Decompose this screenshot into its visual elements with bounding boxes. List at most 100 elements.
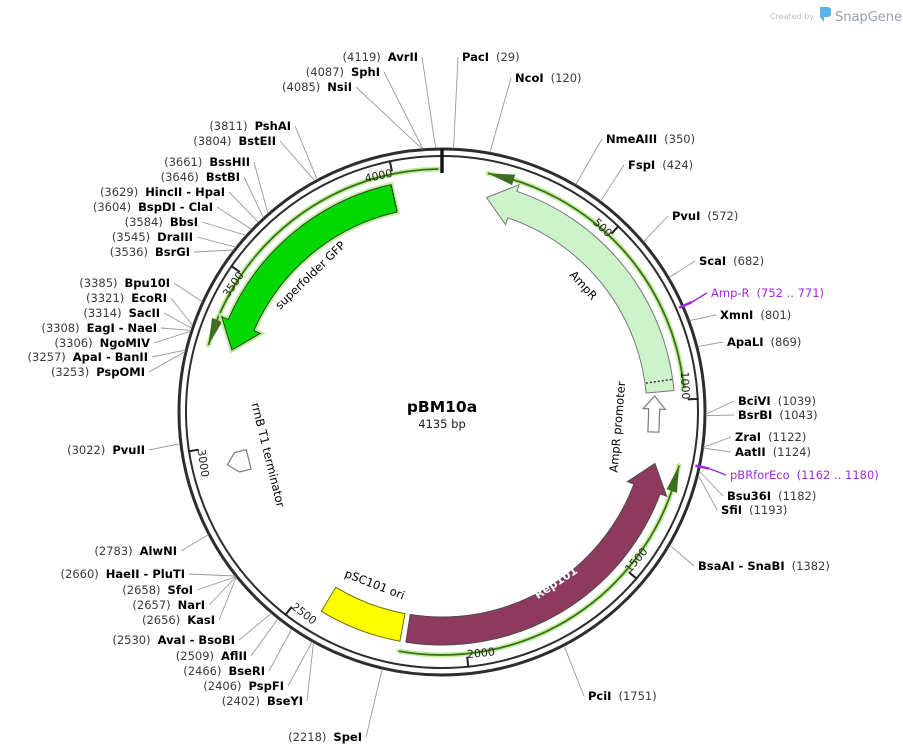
site-label-BseYI: (2402) BseYI (222, 694, 303, 708)
site-label-PvuII: (3022) PvuII (67, 443, 145, 457)
site-label-AvaI - BsoBI: (2530) AvaI - BsoBI (112, 633, 235, 647)
callout-line-AvrII (421, 56, 437, 149)
scale-tick-label: 1000 (678, 371, 692, 400)
scale-tick-label: 2000 (466, 645, 495, 661)
callout-line-ApaI - BanII (151, 349, 186, 358)
callout-line-EagI - NaeI (160, 327, 191, 331)
plasmid-center-label: pBM10a 4135 bp (407, 398, 477, 431)
promoter-symbol (641, 395, 667, 433)
orf-arrowhead (208, 317, 223, 345)
callout-line-BciVI (705, 400, 735, 415)
primer-label-pBRforEco: pBRforEco (1162 .. 1180) (730, 468, 879, 482)
site-label-BciVI: BciVI (1039) (738, 394, 816, 408)
site-label-AlwNI: (2783) AlwNI (94, 544, 177, 558)
site-label-PacI: PacI (29) (462, 50, 520, 64)
callout-line-NarI (208, 576, 237, 606)
callout-line-ScaI (668, 260, 696, 278)
callout-line-PvuII (148, 443, 180, 451)
terminator-symbol (226, 448, 252, 473)
callout-line-XmnI (689, 314, 717, 322)
callout-line-BstEII (279, 140, 316, 181)
scale-tick (610, 224, 620, 235)
scale-tick (388, 160, 393, 172)
site-label-DraIII: (3545) DraIII (112, 230, 193, 244)
callout-line-SphI (383, 71, 424, 149)
site-label-PspOMI: (3253) PspOMI (51, 365, 145, 379)
site-label-SfiI: SfiI (1193) (721, 503, 787, 517)
site-label-ZraI: ZraI (1122) (735, 430, 806, 444)
site-label-BssHII: (3661) BssHII (164, 155, 250, 169)
callout-line-BstBI (243, 176, 264, 218)
site-label-SfoI: (2658) SfoI (122, 583, 193, 597)
plasmid-name: pBM10a (407, 398, 477, 416)
callout-line-SfoI (196, 576, 236, 591)
scale-tick (230, 264, 241, 273)
site-label-SphI: (4087) SphI (306, 65, 380, 79)
site-label-Bsu36I: Bsu36I (1182) (727, 489, 816, 503)
site-label-SpeI: (2218) SpeI (288, 730, 362, 744)
site-label-AatII: AatII (1124) (735, 445, 811, 459)
callout-line-BsrBI (705, 414, 735, 417)
feature-arrow-rep101 (405, 462, 668, 646)
callout-line-BsaAI - SnaBI (669, 544, 695, 567)
callout-line-SpeI (365, 668, 383, 738)
callout-line-BseYI (306, 642, 314, 702)
callout-line-ZraI (703, 436, 732, 448)
callout-line-PspFI (287, 641, 313, 687)
site-label-AvrII: (4119) AvrII (343, 50, 418, 64)
site-label-BstEII: (3804) BstEII (193, 134, 276, 148)
site-label-HaeII - PluTI: (2660) HaeII - PluTI (61, 567, 185, 581)
callout-line-HaeII - PluTI (188, 573, 236, 577)
promoter-label: AmpR promoter (607, 381, 629, 474)
scale-tick (687, 397, 699, 401)
callout-line-PciI (563, 645, 585, 697)
callout-line-Bpu10I (173, 282, 203, 303)
primer-bracket-pBRforEco (695, 464, 710, 470)
callout-line-NsiI (355, 86, 423, 150)
site-label-NcoI: NcoI (120) (515, 71, 582, 85)
feature-arrow-psc101-ori (320, 586, 406, 642)
scale-tick (187, 448, 200, 453)
callout-line-AatII (703, 447, 732, 453)
orf-arrowhead (666, 465, 679, 493)
site-label-AflII: (2509) AflII (176, 649, 247, 663)
site-label-BspDI - ClaI: (3604) BspDI - ClaI (93, 200, 213, 214)
scale-tick-label: 2500 (289, 600, 319, 627)
site-label-BsaAI - SnaBI: BsaAI - SnaBI (1382) (698, 559, 830, 573)
site-label-PshAI: (3811) PshAI (209, 119, 291, 133)
callout-line-BsrGI (193, 249, 234, 253)
callout-line-BssHII (253, 161, 269, 214)
callout-line-NgoMIV (153, 330, 191, 344)
callout-line-BspDI - ClaI (216, 206, 252, 230)
primer-label-Amp-R: Amp-R (752 .. 771) (711, 286, 824, 300)
site-label-ApaI - BanII: (3257) ApaI - BanII (28, 350, 148, 364)
callout-line-SfiI (697, 475, 718, 511)
site-label-ApaLI: ApaLI (869) (727, 335, 801, 349)
orf-line (398, 465, 680, 656)
site-label-PciI: PciI (1751) (588, 689, 657, 703)
site-label-ScaI: ScaI (682) (699, 254, 764, 268)
callout-line-pBRforEco (708, 467, 727, 476)
site-label-HincII - HpaI: (3629) HincII - HpaI (100, 185, 225, 199)
callout-line-DraIII (196, 236, 236, 248)
orf-arrowhead (487, 173, 516, 186)
callout-line-NcoI (489, 77, 512, 153)
site-label-Bpu10I: (3385) Bpu10I (79, 276, 170, 290)
site-label-PvuI: PvuI (572) (672, 209, 738, 223)
callout-line-Bsu36I (698, 470, 724, 497)
orf-line (207, 168, 439, 346)
watermark-prefix: Created by (770, 12, 814, 21)
site-label-BsrGI: (3536) BsrGI (110, 245, 190, 259)
site-label-EcoRI: (3321) EcoRI (86, 291, 167, 305)
scale-tick (628, 571, 638, 580)
plasmid-size: 4135 bp (418, 417, 466, 431)
callout-line-Amp-R (691, 292, 708, 303)
callout-line-BseRI (268, 628, 293, 672)
callout-line-PvuI (643, 215, 669, 242)
callout-line-AlwNI (180, 534, 209, 552)
callout-line-HincII - HpaI (228, 191, 259, 223)
scale-tick (284, 606, 293, 617)
snapgene-watermark: Created by SnapGene (770, 7, 902, 25)
